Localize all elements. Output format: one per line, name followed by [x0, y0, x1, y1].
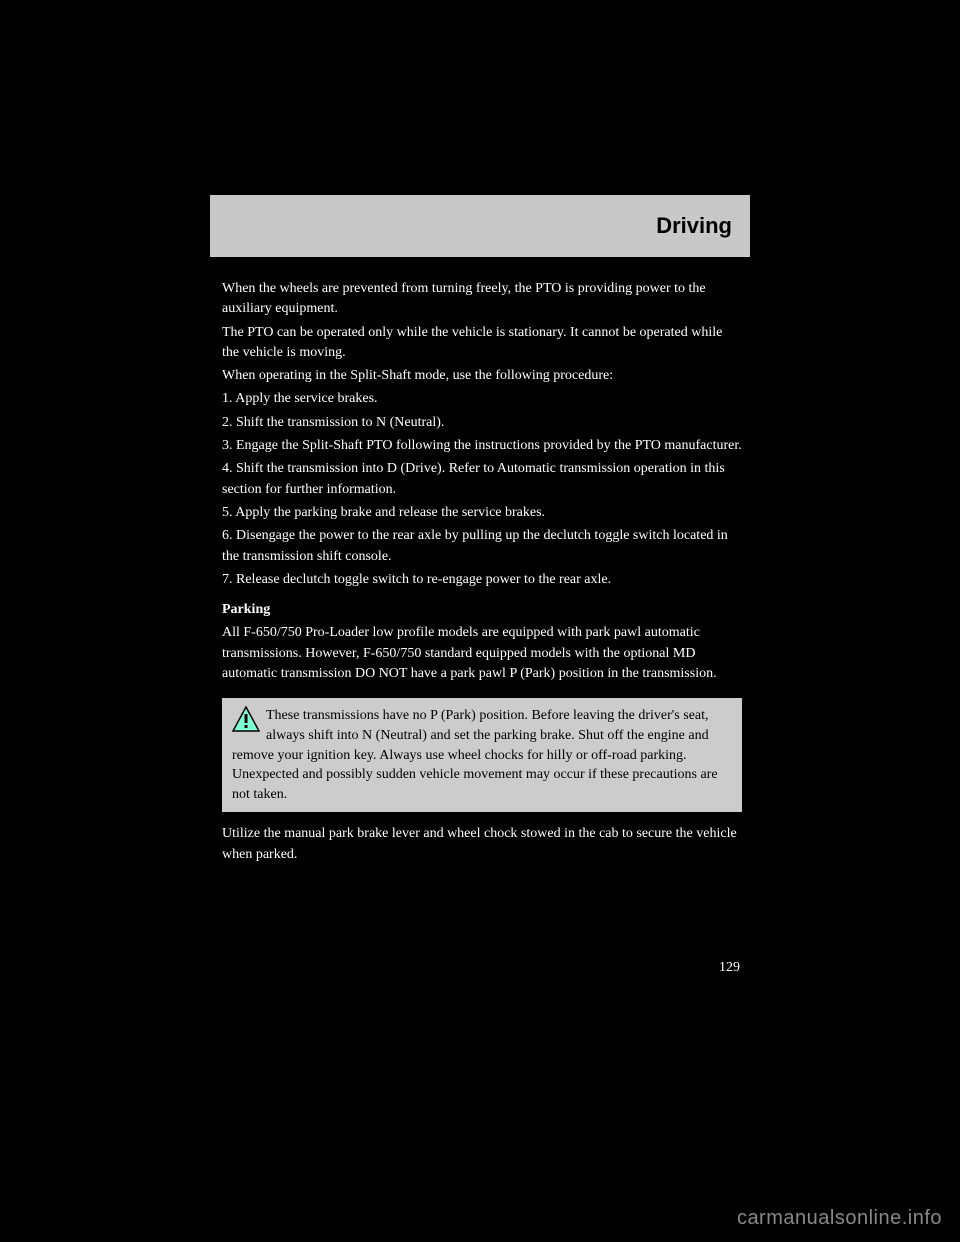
list-item: 4. Shift the transmission into D (Drive)… [222, 459, 742, 500]
watermark: carmanualsonline.info [737, 1207, 942, 1230]
warning-icon [232, 706, 260, 732]
list-item: 1. Apply the service brakes. [222, 389, 742, 409]
paragraph: Utilize the manual park brake lever and … [222, 824, 742, 865]
header-title: Driving [656, 213, 732, 239]
warning-box: These transmissions have no P (Park) pos… [222, 698, 742, 812]
paragraph: The PTO can be operated only while the v… [222, 323, 742, 364]
page-number: 129 [719, 958, 740, 978]
paragraph: When the wheels are prevented from turni… [222, 279, 742, 320]
paragraph: All F-650/750 Pro-Loader low profile mod… [222, 623, 742, 684]
section-header: Driving [210, 195, 750, 257]
warning-text: These transmissions have no P (Park) pos… [232, 706, 732, 804]
list-item: 2. Shift the transmission to N (Neutral)… [222, 413, 742, 433]
list-item: 3. Engage the Split-Shaft PTO following … [222, 436, 742, 456]
list-item: 7. Release declutch toggle switch to re-… [222, 570, 742, 590]
list-item: 6. Disengage the power to the rear axle … [222, 526, 742, 567]
section-heading: Parking [222, 600, 742, 620]
paragraph: When operating in the Split-Shaft mode, … [222, 366, 742, 386]
page-container: Driving When the wheels are prevented fr… [210, 195, 750, 868]
body-content: When the wheels are prevented from turni… [210, 257, 750, 865]
list-item: 5. Apply the parking brake and release t… [222, 503, 742, 523]
